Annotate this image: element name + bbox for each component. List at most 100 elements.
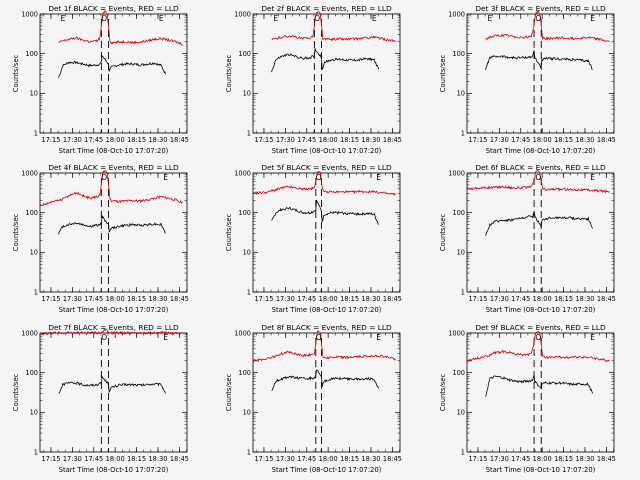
y-tick-label: 10	[243, 409, 251, 417]
events-rate-series	[58, 55, 166, 78]
x-tick-label: 17:30	[276, 136, 295, 144]
x-tick-label: 17:30	[276, 295, 295, 303]
x-tick-label: 18:00	[319, 136, 338, 144]
x-tick-label: 17:45	[297, 295, 316, 303]
detector-panel-8: Det 8f BLACK = Events, RED = LLD Counts/s…	[225, 323, 402, 474]
y-tick-label: 1	[461, 129, 465, 137]
x-tick-label: 18:15	[127, 295, 146, 303]
y-axis-label: Counts/sec	[439, 214, 447, 252]
panel-title: Det 8f BLACK = Events, RED = LLD	[261, 323, 392, 332]
x-tick-label: 17:30	[63, 295, 82, 303]
x-tick-label: 18:15	[127, 136, 146, 144]
x-tick-label: 17:45	[297, 136, 316, 144]
lld-rate-series	[58, 10, 183, 46]
x-axis-label: Start Time (08-Oct-10 17:07:20)	[59, 466, 169, 474]
x-axis-label: Start Time (08-Oct-10 17:07:20)	[59, 306, 169, 314]
panel-title: Det 4f BLACK = Events, RED = LLD	[48, 163, 179, 172]
x-axis-label: Start Time (08-Oct-10 17:07:20)	[272, 306, 382, 314]
eclipse-marker: E	[487, 14, 492, 23]
x-tick-label: 17:15	[41, 136, 60, 144]
x-tick-label: 18:15	[554, 295, 573, 303]
x-tick-label: 17:45	[84, 136, 103, 144]
x-tick-label: 18:30	[361, 455, 380, 463]
lld-rate-series	[271, 11, 396, 43]
plot-frame	[466, 332, 615, 453]
y-tick-label: 100	[25, 209, 38, 217]
y-tick-label: 1	[247, 448, 251, 456]
y-tick-label: 1	[34, 448, 38, 456]
y-tick-label: 100	[25, 369, 38, 377]
x-tick-label: 18:45	[597, 136, 616, 144]
x-tick-label: 18:15	[340, 136, 359, 144]
eclipse-marker: E	[163, 333, 168, 342]
lld-rate-series	[39, 170, 183, 207]
x-tick-label: 18:30	[361, 295, 380, 303]
lld-rate-series	[466, 170, 610, 194]
x-tick-label: 18:00	[533, 136, 552, 144]
detector-panel-1: Det 1f BLACK = Events, RED = LLD Counts/s…	[12, 4, 189, 155]
occultation-marker: O	[535, 14, 541, 23]
x-tick-label: 18:15	[340, 295, 359, 303]
eclipse-marker: E	[376, 333, 381, 342]
x-tick-label: 18:00	[106, 455, 125, 463]
x-tick-label: 17:15	[41, 455, 60, 463]
lld-rate-series	[252, 330, 397, 363]
x-tick-label: 17:15	[254, 455, 273, 463]
x-tick-label: 17:30	[490, 455, 509, 463]
x-axis-label: Start Time (08-Oct-10 17:07:20)	[486, 147, 596, 155]
detector-panel-9: Det 9f BLACK = Events, RED = LLD Counts/s…	[439, 323, 616, 474]
x-tick-label: 18:30	[148, 136, 167, 144]
panel-title: Det 1f BLACK = Events, RED = LLD	[48, 4, 179, 13]
x-tick-label: 18:45	[597, 455, 616, 463]
x-tick-label: 17:15	[41, 295, 60, 303]
occultation-marker: O	[101, 333, 107, 342]
plot-frame	[39, 13, 188, 134]
eclipse-marker: E	[590, 333, 595, 342]
plot-frame	[466, 172, 615, 293]
panel-title: Det 5f BLACK = Events, RED = LLD	[261, 163, 392, 172]
x-tick-label: 18:00	[106, 295, 125, 303]
y-tick-label: 100	[238, 50, 251, 58]
eclipse-marker: E	[590, 14, 595, 23]
x-tick-label: 18:00	[319, 455, 338, 463]
lld-rate-series	[252, 170, 397, 196]
x-tick-label: 18:15	[554, 136, 573, 144]
x-tick-label: 17:15	[254, 295, 273, 303]
x-tick-label: 17:15	[254, 136, 273, 144]
y-tick-label: 10	[30, 409, 38, 417]
eclipse-marker: E	[372, 14, 377, 23]
panel-title: Det 3f BLACK = Events, RED = LLD	[475, 4, 606, 13]
x-tick-label: 18:30	[575, 136, 594, 144]
x-tick-label: 18:15	[554, 455, 573, 463]
y-axis-label: Counts/sec	[225, 374, 233, 412]
eclipse-marker: E	[163, 173, 168, 182]
y-axis-label: Counts/sec	[439, 374, 447, 412]
eclipse-marker: E	[376, 173, 381, 182]
x-tick-label: 18:30	[148, 455, 167, 463]
x-tick-label: 18:45	[383, 136, 402, 144]
y-tick-label: 10	[30, 249, 38, 257]
y-tick-label: 100	[238, 209, 251, 217]
x-tick-label: 18:45	[383, 295, 402, 303]
x-axis-label: Start Time (08-Oct-10 17:07:20)	[59, 147, 169, 155]
detector-panel-5: Det 5f BLACK = Events, RED = LLD Counts/s…	[225, 163, 402, 314]
x-tick-label: 17:45	[297, 455, 316, 463]
x-tick-label: 18:00	[533, 455, 552, 463]
y-tick-label: 1	[34, 288, 38, 296]
y-tick-label: 1000	[234, 169, 251, 177]
x-axis-label: Start Time (08-Oct-10 17:07:20)	[486, 466, 596, 474]
y-tick-label: 1000	[234, 329, 251, 337]
x-tick-label: 18:00	[533, 295, 552, 303]
x-tick-label: 17:45	[511, 295, 530, 303]
lld-rate-series	[485, 10, 610, 43]
y-axis-label: Counts/sec	[439, 55, 447, 93]
x-tick-label: 18:45	[170, 295, 189, 303]
y-tick-label: 100	[452, 369, 465, 377]
plot-frame	[252, 172, 401, 293]
panel-title: Det 7f BLACK = Events, RED = LLD	[48, 323, 179, 332]
occultation-marker: O	[535, 173, 541, 182]
panel-title: Det 6f BLACK = Events, RED = LLD	[475, 163, 606, 172]
occultation-marker: O	[101, 173, 107, 182]
x-axis-label: Start Time (08-Oct-10 17:07:20)	[486, 306, 596, 314]
y-tick-label: 10	[243, 90, 251, 98]
